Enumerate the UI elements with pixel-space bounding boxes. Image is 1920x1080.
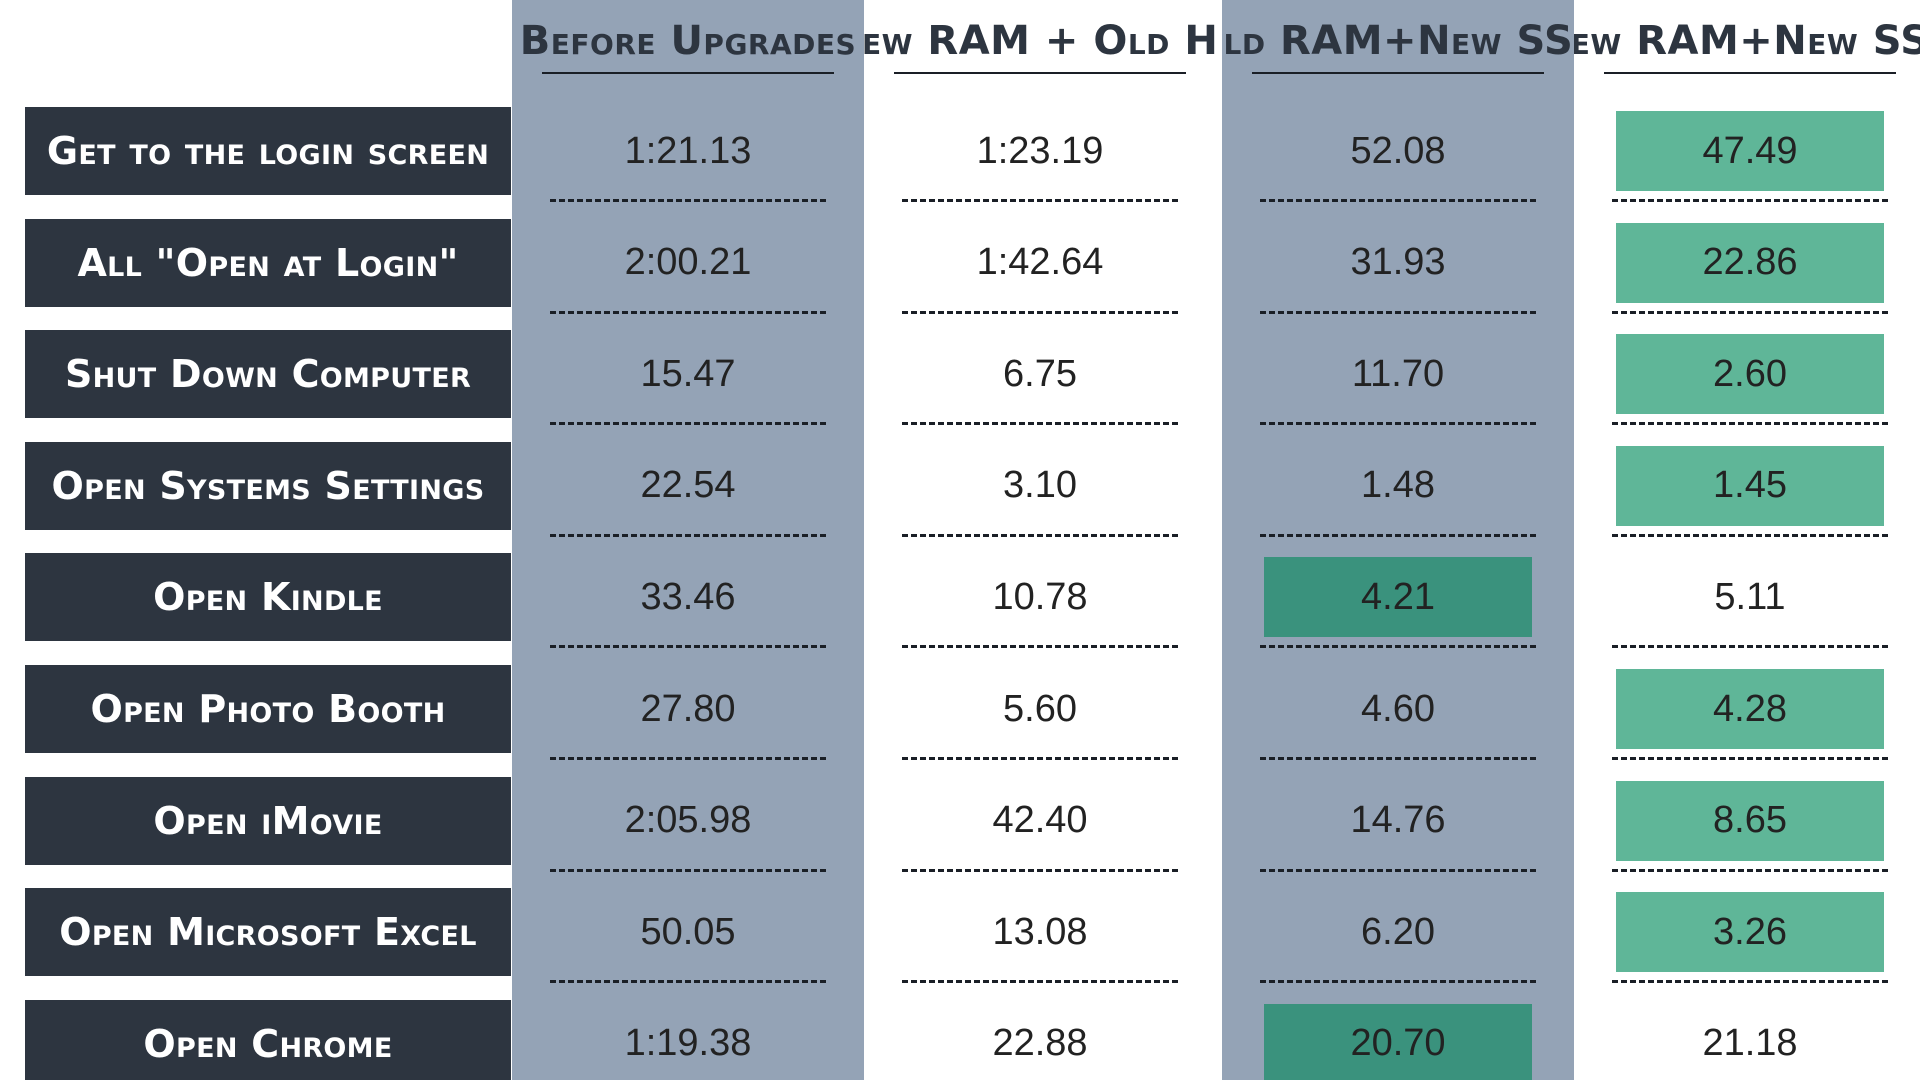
row-separator [550, 980, 826, 984]
value-cell: 52.08 [1350, 129, 1446, 172]
row-separator [1612, 757, 1888, 760]
row-separator [550, 199, 826, 202]
value-cell: 1:21.13 [624, 129, 752, 172]
shaded-column-bg [512, 0, 864, 1080]
column-header-underline [1252, 72, 1544, 74]
row-separator [902, 645, 1178, 649]
row-separator [902, 199, 1178, 202]
value-cell: 42.40 [992, 799, 1088, 842]
row-separator [1612, 645, 1888, 649]
highlighted-value-cell: 8.65 [1616, 780, 1884, 861]
row-separator [1260, 199, 1536, 202]
highlighted-value-cell: 4.21 [1264, 557, 1532, 638]
value-cell: 31.93 [1350, 241, 1446, 284]
value-cell: 5.60 [1003, 687, 1077, 730]
row-separator [1260, 980, 1536, 984]
row-label: Open Microsoft Excel [25, 888, 511, 977]
value-cell: 10.78 [992, 575, 1088, 618]
row-label: Open Chrome [25, 999, 511, 1080]
row-separator [550, 422, 826, 426]
row-separator [550, 533, 826, 537]
row-separator [1612, 533, 1888, 537]
row-label: All "Open at Login" [25, 218, 511, 307]
row-separator [550, 757, 826, 760]
value-cell: 15.47 [640, 352, 736, 395]
row-separator [902, 980, 1178, 984]
value-cell: 27.80 [640, 687, 736, 730]
row-separator [1260, 533, 1536, 537]
column-header: Before Upgrades [519, 18, 857, 64]
row-separator [550, 645, 826, 649]
value-cell: 13.08 [992, 910, 1088, 953]
row-separator [1612, 199, 1888, 202]
value-cell: 6.20 [1361, 910, 1435, 953]
column-header: Old RAM+New SSD [1222, 18, 1574, 64]
value-cell: 33.46 [640, 575, 736, 618]
value-cell: 14.76 [1350, 799, 1446, 842]
highlighted-value-cell: 3.26 [1616, 892, 1884, 973]
row-separator [1260, 645, 1536, 649]
column-header-underline [894, 72, 1186, 74]
row-separator [1612, 868, 1888, 872]
column-header-underline [1604, 72, 1896, 74]
value-cell: 6.75 [1003, 352, 1077, 395]
value-cell: 2:00.21 [624, 241, 752, 284]
row-separator [1612, 980, 1888, 984]
row-label: Open iMovie [25, 776, 511, 865]
row-separator [1612, 422, 1888, 426]
row-separator [902, 868, 1178, 872]
row-label: Open Systems Settings [25, 441, 511, 530]
row-label: Open Photo Booth [25, 665, 511, 753]
highlighted-value-cell: 4.28 [1616, 669, 1884, 749]
value-cell: 11.70 [1351, 352, 1445, 395]
value-cell: 4.60 [1361, 687, 1435, 730]
value-cell: 3.10 [1003, 464, 1077, 507]
row-separator [1612, 310, 1888, 314]
column-header: New RAM + Old HD [864, 18, 1216, 64]
row-separator [1260, 310, 1536, 314]
row-separator [902, 757, 1178, 760]
value-cell: 21.18 [1702, 1022, 1798, 1065]
value-cell: 50.05 [640, 910, 736, 953]
highlighted-value-cell: 1.45 [1616, 445, 1884, 526]
value-cell: 22.54 [640, 464, 736, 507]
row-separator [902, 533, 1178, 537]
row-label: Get to the login screen [25, 107, 511, 195]
highlighted-value-cell: 22.86 [1616, 222, 1884, 303]
column-header-underline [542, 72, 834, 74]
row-separator [1260, 422, 1536, 426]
row-separator [1260, 868, 1536, 872]
row-label: Open Kindle [25, 553, 511, 642]
row-separator [902, 422, 1178, 426]
row-separator [550, 868, 826, 872]
highlighted-value-cell: 2.60 [1616, 334, 1884, 415]
value-cell: 1:42.64 [976, 241, 1104, 284]
value-cell: 1.48 [1361, 464, 1435, 507]
value-cell: 1:19.38 [624, 1022, 752, 1065]
highlighted-value-cell: 20.70 [1264, 1003, 1532, 1080]
value-cell: 1:23.19 [976, 129, 1104, 172]
column-header: New RAM+New SSD [1574, 18, 1920, 64]
row-separator [1260, 757, 1536, 760]
value-cell: 22.88 [992, 1022, 1088, 1065]
shaded-column-bg [1222, 0, 1574, 1080]
value-cell: 2:05.98 [624, 799, 752, 842]
row-separator [902, 310, 1178, 314]
row-label: Shut Down Computer [25, 330, 511, 419]
row-separator [550, 310, 826, 314]
value-cell: 5.11 [1714, 575, 1786, 618]
highlighted-value-cell: 47.49 [1616, 111, 1884, 191]
